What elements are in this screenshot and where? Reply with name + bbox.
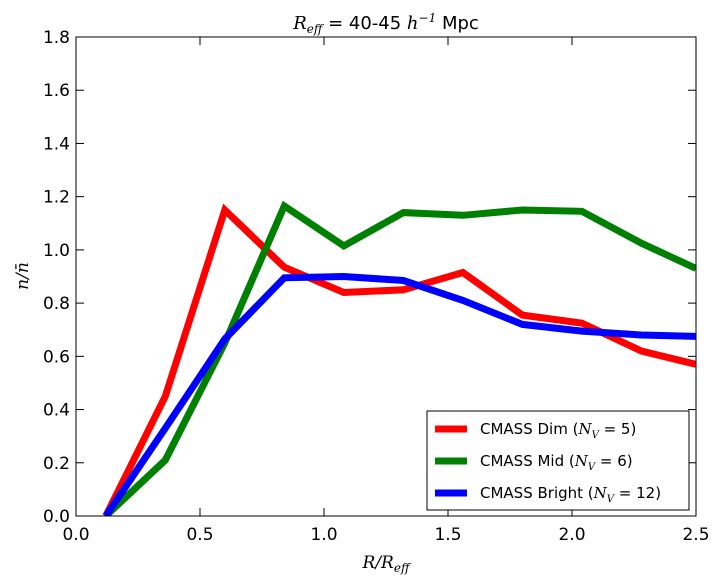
plot-frame [75,36,697,517]
x-tick-label: 2.0 [558,525,585,545]
legend: CMASS Dim (NV = 5) CMASS Mid (NV = 6) CMAS… [426,410,690,511]
title-h: h [407,13,419,34]
legend-label-2: CMASS Mid (NV = 6) [480,452,633,473]
series-line-3 [102,272,696,516]
y-tick-label: 0.4 [43,401,70,421]
title-sup: −1 [419,11,437,25]
x-tick-label: 1.5 [434,525,461,545]
legend-box [426,410,690,511]
title-unit: Mpc [436,13,479,34]
y-tick-label: 1.8 [43,28,70,48]
y-tick-label: 1.0 [43,241,70,261]
x-tick-label: 1.0 [310,525,337,545]
title-eq: = 40-45 [322,13,407,34]
legend-label-1: CMASS Dim (NV = 5) [480,420,636,441]
y-tick-label: 1.6 [43,81,70,101]
title-sub: eff [307,22,325,36]
chart-title: Reff = 40-45 h−1 Mpc [292,11,479,36]
x-axis-label-sub: eff [394,561,412,575]
y-tick-label: 0.8 [43,294,70,314]
series-layer [102,200,696,516]
x-tick-label: 0.5 [186,525,213,545]
x-tick-label: 2.5 [682,525,709,545]
title-var: R [292,13,307,34]
y-tick-label: 1.2 [43,188,70,208]
y-tick-label: 0.2 [43,454,70,474]
x-axis-label-main: R/R [362,553,395,573]
x-tick-label: 0.0 [62,525,89,545]
x-axis-label: R/Reff [362,553,412,575]
y-axis-label: n/n̄ [13,262,33,290]
series-line-2 [103,200,696,516]
legend-label-3: CMASS Bright (NV = 12) [480,484,661,505]
y-tick-label: 1.4 [43,134,70,154]
tick-layer: 0.0 0.5 1.0 1.5 2.0 2.5 0.0 0.2 0.4 0.6 0.8 1.0 1.2 1… [43,28,710,545]
y-tick-label: 0.6 [43,347,70,367]
y-tick-label: 0.0 [43,507,70,527]
